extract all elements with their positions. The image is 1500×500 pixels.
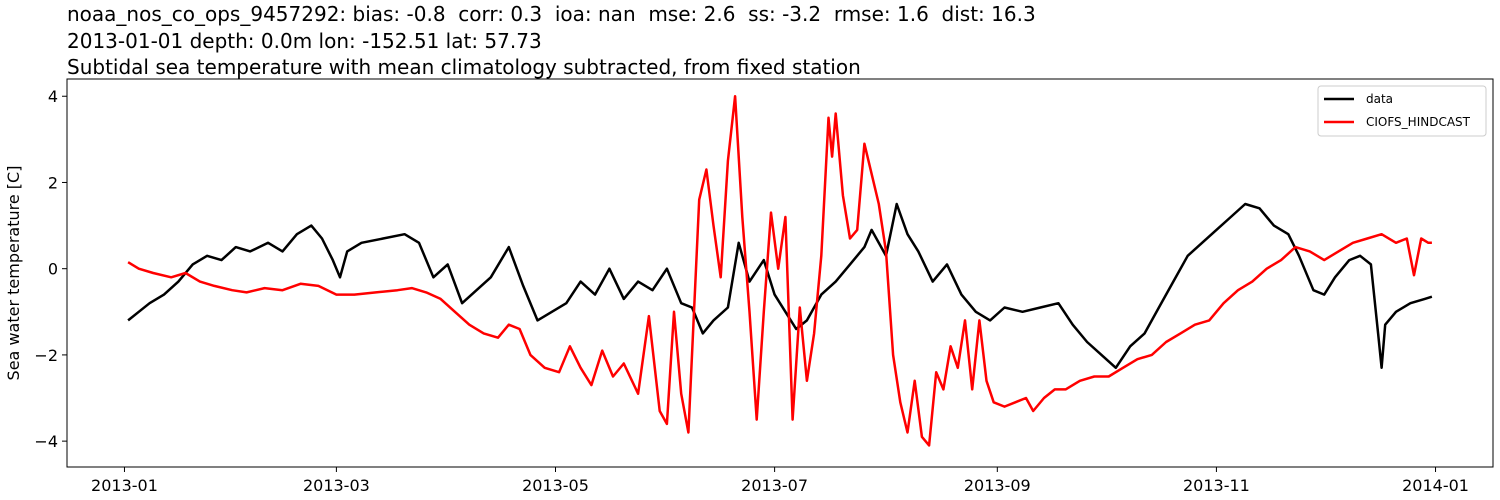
- chart-title-line-3: Subtidal sea temperature with mean clima…: [67, 55, 861, 79]
- series-line-0: [127, 202, 1433, 370]
- chart-title-line-2: 2013-01-01 depth: 0.0m lon: -152.51 lat:…: [67, 29, 542, 53]
- legend-box: [1317, 85, 1487, 137]
- x-tick-label: 2013-01: [91, 476, 158, 495]
- x-tick-label: 2013-05: [522, 476, 589, 495]
- y-tick-label: 2: [48, 173, 58, 192]
- legend-label-0: data: [1366, 92, 1393, 106]
- x-tick-label: 2013-09: [964, 476, 1031, 495]
- y-axis-label: Sea water temperature [C]: [4, 166, 23, 381]
- x-tick-label: 2013-07: [741, 476, 808, 495]
- y-tick-label: −4: [34, 432, 58, 451]
- series-line-1: [127, 94, 1432, 447]
- x-tick-label: 2014-01: [1402, 476, 1469, 495]
- axis-layer: 2013-01 2013-03 2013-05 2013-07 2013-09 2013-…: [4, 78, 1494, 495]
- y-tick-label: 4: [48, 87, 58, 106]
- legend: data CIOFS_HINDCAST: [1317, 85, 1487, 137]
- legend-label-1: CIOFS_HINDCAST: [1366, 115, 1471, 129]
- plot-frame: [66, 78, 1494, 468]
- plot-layer: [127, 94, 1433, 447]
- y-tick-label: 0: [48, 260, 58, 279]
- y-tick-label: −2: [34, 346, 58, 365]
- x-tick-label: 2013-03: [303, 476, 370, 495]
- x-tick-label: 2013-11: [1183, 476, 1250, 495]
- chart-title-line-1: noaa_nos_co_ops_9457292: bias: -0.8 corr…: [67, 2, 1036, 26]
